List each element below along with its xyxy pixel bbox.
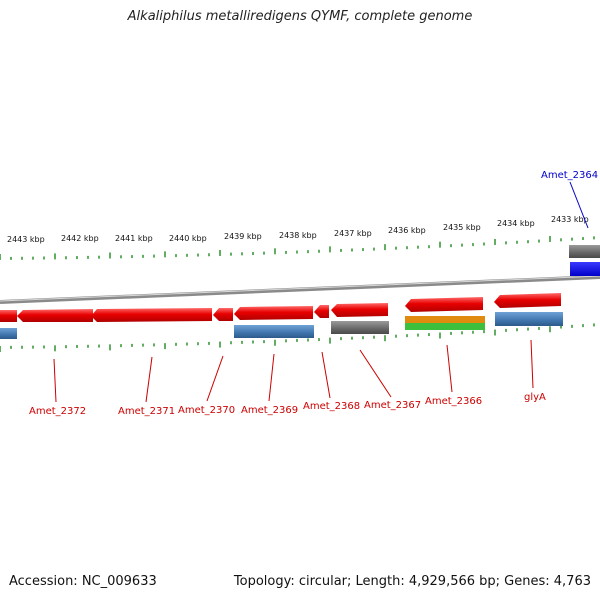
genome-backbone-highlight	[0, 275, 600, 302]
gene-label-amet-2366[interactable]: Amet_2366	[425, 396, 482, 407]
cog-feature-orange[interactable]	[405, 316, 485, 324]
scale-label-2440: 2440 kbp	[169, 234, 207, 243]
scale-label-2443: 2443 kbp	[7, 235, 45, 244]
scale-labels: 2443 kbp 2442 kbp 2441 kbp 2440 kbp 2439…	[7, 215, 589, 244]
gene-label-amet-2371[interactable]: Amet_2371	[118, 406, 175, 417]
gene-label-amet-2370[interactable]: Amet_2370	[178, 405, 235, 416]
scale-label-2434: 2434 kbp	[497, 219, 535, 228]
cds-track	[0, 293, 561, 322]
gene-label-amet-2368[interactable]: Amet_2368	[303, 401, 360, 412]
cds-feature-amet-2368[interactable]	[314, 305, 329, 318]
cds-feature-amet-2369[interactable]	[234, 306, 313, 320]
scale-label-2433: 2433 kbp	[551, 215, 589, 224]
gene-label-glya[interactable]: glyA	[524, 392, 546, 403]
cds-feature-amet-2367[interactable]	[331, 303, 388, 317]
cog-feature[interactable]	[331, 321, 389, 334]
scale-label-2435: 2435 kbp	[443, 223, 481, 232]
scale-label-2441: 2441 kbp	[115, 234, 153, 243]
genome-backbone	[0, 275, 600, 304]
cog-feature[interactable]	[0, 328, 17, 339]
cds-feature-amet-2366[interactable]	[405, 297, 483, 312]
cog-feature[interactable]	[495, 312, 563, 326]
cog-feature[interactable]	[234, 325, 314, 338]
gene-label-amet-2364[interactable]: Amet_2364	[541, 170, 598, 181]
gene-label-amet-2367[interactable]: Amet_2367	[364, 400, 421, 411]
gene-label-amet-2372[interactable]: Amet_2372	[29, 406, 86, 417]
accession-text: Accession: NC_009633	[9, 574, 157, 589]
genome-summary-text: Topology: circular; Length: 4,929,566 bp…	[233, 574, 591, 589]
cds-feature-amet-2371[interactable]	[91, 308, 212, 322]
cds-feature[interactable]	[0, 310, 17, 322]
cog-feature-amet-2364[interactable]	[570, 262, 600, 276]
forward-track	[569, 245, 600, 276]
scale-label-2436: 2436 kbp	[388, 226, 426, 235]
lower-tick-track	[0, 323, 595, 352]
scale-label-2442: 2442 kbp	[61, 234, 99, 243]
cog-track	[0, 312, 563, 339]
cds-feature-amet-2370[interactable]	[213, 308, 233, 321]
cds-feature-amet-2364[interactable]	[569, 245, 600, 258]
gene-labels: Amet_2372 Amet_2371 Amet_2370 Amet_2369 …	[29, 170, 598, 417]
scale-label-2439: 2439 kbp	[224, 232, 262, 241]
cog-feature-green[interactable]	[405, 323, 485, 330]
label-leaders	[53, 181, 589, 403]
map-title: Alkaliphilus metalliredigens QYMF, compl…	[127, 9, 473, 24]
gene-label-amet-2369[interactable]: Amet_2369	[241, 405, 298, 416]
cds-feature-amet-2372[interactable]	[17, 309, 93, 322]
scale-label-2437: 2437 kbp	[334, 229, 372, 238]
scale-label-2438: 2438 kbp	[279, 231, 317, 240]
scale-tick-track	[0, 235, 595, 260]
cds-feature-glya[interactable]	[494, 293, 561, 308]
